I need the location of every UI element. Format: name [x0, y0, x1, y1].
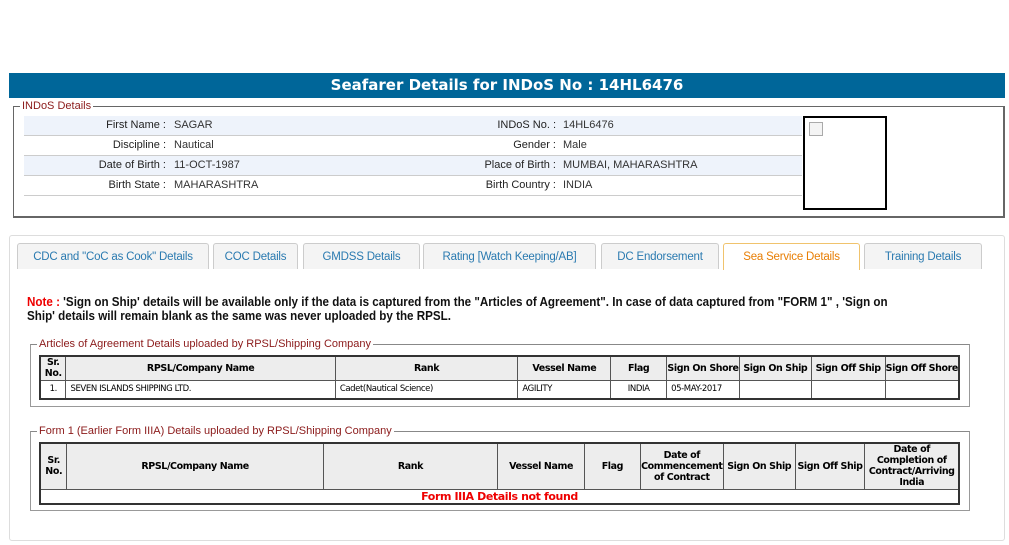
table-cell: Cadet(Nautical Science) [334, 379, 519, 400]
indos-details-legend: INDoS Details [22, 100, 92, 112]
tabs-panel [9, 235, 1005, 541]
form1-legend: Form 1 (Earlier Form IIIA) Details uploa… [39, 425, 392, 437]
broken-image-icon [809, 122, 823, 136]
tab-training-details[interactable]: Training Details [864, 243, 982, 269]
table-cell [884, 379, 960, 400]
column-header: RPSL/Company Name [66, 442, 324, 490]
tab-cdc-and-coc-as-cook-details[interactable]: CDC and "CoC as Cook" Details [17, 243, 209, 269]
field-label: INDoS No. : [497, 119, 556, 131]
column-header: Sr. No. [39, 442, 68, 490]
field-label: Place of Birth : [484, 159, 556, 171]
column-header: Sign On Ship [738, 355, 812, 381]
table-cell: AGILITY [517, 379, 612, 400]
field-label: Gender : [513, 139, 556, 151]
table-row: 1. SEVEN ISLANDS SHIPPING LTD. Cadet(Nauti… [39, 379, 960, 400]
tab-sea-service-details[interactable]: Sea Service Details [723, 243, 860, 270]
indos-row: Discipline : Nautical Gender : Male [24, 136, 802, 156]
tab-rating-watch-keeping-ab[interactable]: Rating [Watch Keeping/AB] [423, 243, 596, 269]
column-header: Vessel Name [517, 355, 612, 381]
tab-coc-details[interactable]: COC Details [213, 243, 298, 269]
table-cell: 1. [39, 379, 67, 400]
field-value: Male [563, 139, 587, 151]
column-header: Sign Off Shore [884, 355, 960, 381]
form1-empty-message: Form IIIA Details not found [39, 488, 960, 504]
field-label: Discipline : [112, 139, 166, 151]
articles-section: Articles of Agreement Details uploaded b… [30, 338, 970, 407]
seafarer-photo [803, 116, 887, 210]
field-value: MUMBAI, MAHARASHTRA [563, 159, 698, 171]
field-value: Nautical [174, 139, 214, 151]
sea-service-note: Note : 'Sign on Ship' details will be av… [27, 295, 911, 323]
form1-table: Sr. No. RPSL/Company Name Rank Vessel Name F… [39, 442, 960, 505]
indos-details-section: INDoS Details [13, 100, 1005, 218]
field-value: INDIA [563, 179, 593, 191]
column-header: Date of Completion of Contract/Arriving … [864, 442, 960, 490]
column-header: RPSL/Company Name [65, 355, 336, 381]
table-cell: SEVEN ISLANDS SHIPPING LTD. [65, 379, 336, 400]
column-header: Sign Off Ship [794, 442, 866, 490]
tab-gmdss-details[interactable]: GMDSS Details [303, 243, 420, 269]
column-header: Date of Commencement of Contract [639, 442, 724, 490]
indos-row: Date of Birth : 11-OCT-1987 Place of Bir… [24, 156, 802, 176]
column-header: Flag [583, 442, 641, 490]
field-value: 14HL6476 [563, 119, 614, 131]
table-cell: 05-MAY-2017 [666, 379, 740, 400]
indos-row: Birth State : MAHARASHTRA Birth Country … [24, 176, 802, 196]
page-title: Seafarer Details for INDoS No : 14HL6476 [9, 73, 1005, 98]
articles-legend: Articles of Agreement Details uploaded b… [39, 338, 372, 350]
column-header: Flag [610, 355, 668, 381]
column-header: Sr. No. [39, 355, 67, 381]
field-label: Birth State : [108, 179, 166, 191]
field-value: MAHARASHTRA [174, 179, 259, 191]
column-header: Sign On Shore [666, 355, 740, 381]
column-header: Sign On Ship [722, 442, 796, 490]
field-label: Birth Country : [485, 179, 556, 191]
column-header: Sign Off Ship [810, 355, 886, 381]
note-text: 'Sign on Ship' details will be available… [27, 295, 888, 323]
field-value: SAGAR [174, 119, 213, 131]
field-label: First Name : [106, 119, 166, 131]
field-value: 11-OCT-1987 [174, 159, 240, 171]
table-cell: INDIA [610, 379, 668, 400]
column-header: Rank [334, 355, 519, 381]
field-label: Date of Birth : [98, 159, 166, 171]
column-header: Rank [322, 442, 499, 490]
form1-section: Form 1 (Earlier Form IIIA) Details uploa… [30, 425, 970, 511]
table-cell [810, 379, 886, 400]
column-header: Vessel Name [497, 442, 585, 490]
articles-table: Sr. No. RPSL/Company Name Rank Vessel Name F… [39, 355, 960, 400]
note-label: Note : [27, 295, 60, 309]
table-cell [738, 379, 812, 400]
tab-dc-endorsement[interactable]: DC Endorsement [601, 243, 719, 269]
indos-row: First Name : SAGAR INDoS No. : 14HL6476 [24, 116, 802, 136]
